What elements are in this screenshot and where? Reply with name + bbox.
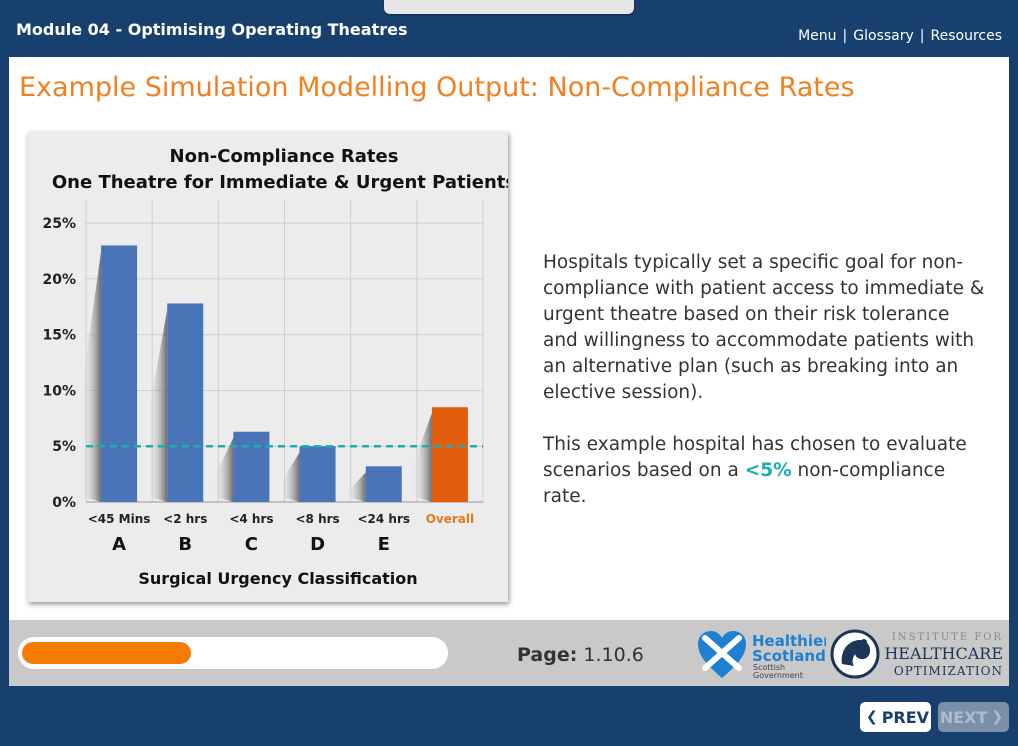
bar-shadow [411,413,432,502]
slide-content: Example Simulation Modelling Output: Non… [9,57,1009,620]
chart-bar [431,407,468,502]
next-label: NEXT [939,707,988,727]
y-axis: 0% 5% 10% 15% 20% 25% [42,216,76,511]
prev-button[interactable]: ❮ PREV [860,702,931,732]
ihco-logo: INSTITUTE FOR HEALTHCARE OPTIMIZATION [830,629,1003,679]
x-axis-title: Surgical Urgency Classification [138,569,417,588]
hs-line1: Healthier [752,632,826,650]
paragraph-2-prefix: This example hospital has chosen to eval… [543,434,967,481]
category-letter: D [310,534,325,555]
x-tick-label: <24 hrs [357,512,410,526]
chart-subtitle: One Theatre for Immediate & Urgent Patie… [52,172,508,193]
x-tick-label: <8 hrs [295,512,339,526]
hs-line2: Scotland [752,647,826,665]
chevron-left-icon: ❮ [865,709,878,725]
y-tick-label: 10% [42,383,76,399]
x-tick-label: Overall [426,512,474,526]
paragraph-1: Hospitals typically set a specific goal … [543,252,985,403]
x-tick-label: <2 hrs [163,512,207,526]
y-tick-label: 25% [42,216,76,232]
progress-fill [22,642,191,664]
y-tick-label: 15% [42,328,76,344]
x-axis: <45 Mins A <2 hrs B <4 hrs C <8 hrs D <24 hrs E Ov… [88,512,474,555]
category-letter: C [245,534,258,555]
page-title: Example Simulation Modelling Output: Non… [19,72,855,103]
hs-line3: Scottish [753,663,785,672]
ihco-line3: OPTIMIZATION [894,664,1003,678]
body-text: Hospitals typically set a specific goal … [543,250,988,536]
y-tick-label: 20% [42,272,76,288]
chart-bar [299,446,336,502]
footer-bar: Page: 1.10.6 Healthier Scotland Scottish… [9,620,1009,686]
chart-bar [101,245,138,502]
chart-bar [233,431,270,502]
chart-bars [81,245,468,502]
page-label: Page: [517,644,578,666]
healthier-scotland-logo: Healthier Scotland Scottish Government [698,631,826,680]
chart-grid [85,200,484,503]
menu-link[interactable]: Menu [798,28,837,44]
paragraph-2-suffix: non-compliance rate. [543,460,946,507]
hs-line4: Government [753,671,803,680]
bar-shadow [81,251,102,502]
non-compliance-chart: Non-Compliance Rates One Theatre for Imm… [42,146,508,588]
y-tick-label: 5% [52,439,76,455]
target-rate-highlight: <5% [744,460,792,481]
bar-shadow [213,437,234,502]
chart-bar [167,303,204,502]
top-pull-tab[interactable] [384,0,634,14]
nav-separator: | [919,28,925,44]
category-letter: B [178,534,192,555]
x-tick-label: <45 Mins [88,512,151,526]
glossary-link[interactable]: Glossary [853,28,914,44]
ihco-line1: INSTITUTE FOR [892,632,1003,643]
module-title: Module 04 - Optimising Operating Theatre… [16,20,408,39]
chart-title: Non-Compliance Rates [170,146,399,167]
paragraph-2: This example hospital has chosen to eval… [543,432,988,510]
page-indicator: Page: 1.10.6 [517,644,644,666]
prev-label: PREV [881,707,930,727]
page-number: 1.10.6 [583,644,644,666]
x-tick-label: <4 hrs [229,512,273,526]
bar-shadow [345,472,366,502]
ihco-emblem-icon [841,640,871,666]
nav-separator: | [842,28,848,44]
y-tick-label: 0% [52,495,76,511]
resources-link[interactable]: Resources [930,28,1003,44]
chart-card: Non-Compliance Rates One Theatre for Imm… [28,132,508,602]
bar-shadow [279,452,300,502]
progress-bar [18,637,448,669]
bar-shadow [147,309,168,502]
chart-bar [365,466,402,502]
category-letter: A [112,534,126,555]
chevron-right-icon: ❯ [991,709,1004,725]
category-letter: E [378,534,390,555]
next-button[interactable]: NEXT ❯ [938,702,1009,732]
top-nav: Menu | Glossary | Resources [798,28,1002,44]
ihco-line2: HEALTHCARE [884,644,1003,663]
